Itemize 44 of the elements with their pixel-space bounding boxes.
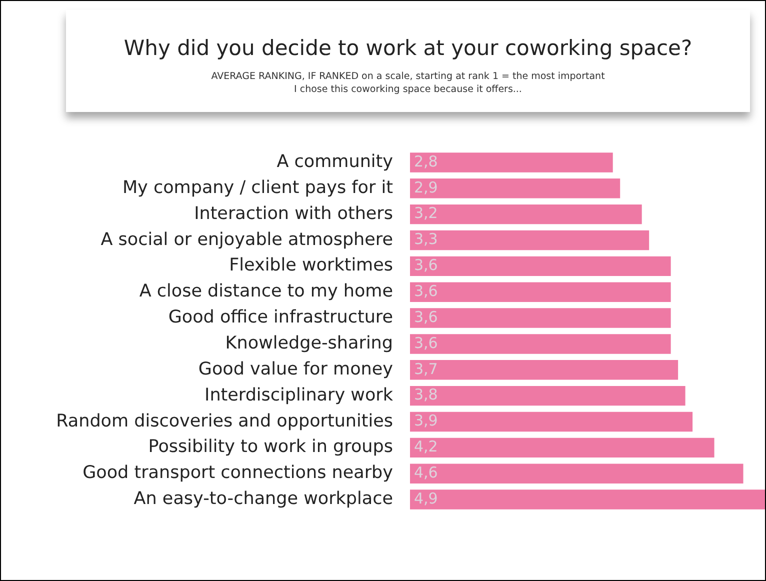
bar xyxy=(410,178,620,198)
y-tick-label: Knowledge-sharing xyxy=(225,334,393,354)
data-label: 3,8 xyxy=(414,386,438,404)
chart-subtitle: AVERAGE RANKING, IF RANKED on a scale, starting at rank 1 = the most important I chose this coworking space because it offers... xyxy=(210,70,606,96)
data-label: 3,6 xyxy=(414,282,438,300)
data-label: 3,2 xyxy=(414,204,438,222)
bar xyxy=(410,360,678,380)
bar xyxy=(410,490,765,510)
bar xyxy=(410,412,693,432)
bar xyxy=(410,282,671,302)
y-tick-label: Good value for money xyxy=(198,359,393,380)
y-tick-label: Interaction with others xyxy=(194,204,393,224)
bar xyxy=(410,204,642,224)
bar xyxy=(410,256,671,276)
y-tick-label: A close distance to my home xyxy=(139,282,393,302)
chart-title: Why did you decide to work at your coworking space? xyxy=(122,36,694,60)
data-label: 3,6 xyxy=(414,308,438,326)
bar xyxy=(410,464,744,484)
y-tick-label: A social or enjoyable atmosphere xyxy=(100,230,393,250)
y-tick-label: A community xyxy=(276,152,393,172)
y-tick-label: Flexible worktimes xyxy=(229,256,393,276)
y-tick-label: Interdisciplinary work xyxy=(204,385,394,406)
data-label: 3,9 xyxy=(414,412,438,430)
bar xyxy=(410,308,671,328)
data-label: 2,9 xyxy=(414,178,438,196)
data-label: 3,7 xyxy=(414,360,438,378)
data-label: 2,8 xyxy=(414,152,438,170)
data-label: 4,2 xyxy=(414,438,438,456)
data-label: 4,9 xyxy=(414,489,438,508)
bar xyxy=(410,152,613,172)
y-tick-label: An easy-to-change workplace xyxy=(134,489,393,510)
data-label: 3,6 xyxy=(414,334,438,352)
bar xyxy=(410,438,714,458)
data-label: 3,3 xyxy=(414,230,438,248)
data-label: 4,6 xyxy=(414,464,438,482)
y-tick-label: Good transport connections nearby xyxy=(82,463,393,484)
y-tick-label: Good office infrastructure xyxy=(168,308,393,328)
data-label: 3,6 xyxy=(414,256,438,274)
y-tick-label: Random discoveries and opportunities xyxy=(56,411,393,432)
y-tick-label: Possibility to work in groups xyxy=(148,437,393,458)
y-tick-label: My company / client pays for it xyxy=(122,178,394,198)
bar xyxy=(410,334,671,354)
bar xyxy=(410,230,650,250)
bar xyxy=(410,386,686,406)
